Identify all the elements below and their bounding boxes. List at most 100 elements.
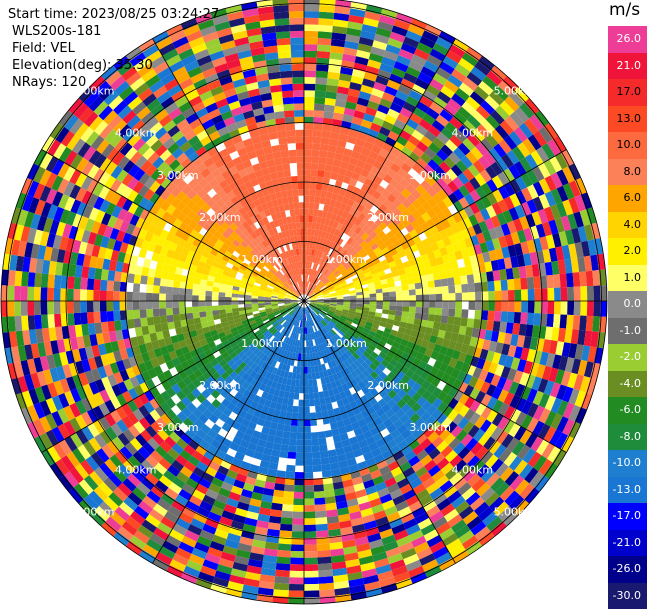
velocity-gate	[467, 114, 481, 129]
velocity-gate	[544, 191, 557, 207]
velocity-gate	[458, 124, 472, 138]
velocity-gate	[519, 372, 530, 386]
velocity-gate	[407, 24, 425, 37]
velocity-gate	[291, 412, 299, 420]
velocity-gate	[466, 364, 477, 377]
velocity-gate	[462, 450, 476, 465]
velocity-gate	[531, 376, 543, 391]
velocity-gate	[564, 258, 573, 274]
velocity-gate	[410, 264, 419, 273]
velocity-gate	[382, 287, 390, 293]
velocity-gate	[552, 314, 561, 328]
velocity-gate	[365, 347, 374, 355]
velocity-gate	[334, 0, 352, 9]
velocity-gate	[325, 281, 332, 287]
velocity-gate	[313, 249, 318, 257]
velocity-gate	[334, 286, 342, 291]
velocity-gate	[475, 291, 482, 301]
velocity-gate	[346, 237, 354, 245]
velocity-gate	[421, 390, 432, 401]
velocity-gate	[400, 146, 413, 158]
velocity-gate	[481, 301, 489, 311]
velocity-gate	[316, 293, 323, 297]
velocity-gate	[375, 184, 386, 195]
velocity-gate	[348, 207, 357, 216]
velocity-gate	[335, 288, 343, 293]
velocity-gate	[356, 294, 364, 299]
velocity-gate	[304, 504, 316, 512]
velocity-gate	[479, 419, 492, 433]
velocity-gate	[467, 455, 481, 469]
velocity-gate	[321, 319, 328, 326]
velocity-gate	[415, 301, 423, 308]
velocity-gate	[490, 259, 500, 272]
velocity-gate	[552, 274, 561, 288]
velocity-gate	[349, 324, 357, 331]
velocity-gate	[304, 63, 317, 71]
velocity-gate	[310, 295, 317, 299]
velocity-gate	[456, 333, 466, 344]
velocity-gate	[395, 290, 403, 297]
velocity-gate	[332, 315, 340, 321]
velocity-gate	[348, 14, 365, 24]
velocity-gate	[166, 279, 174, 288]
velocity-gate	[327, 311, 335, 316]
velocity-gate	[323, 295, 331, 298]
velocity-gate	[520, 277, 528, 290]
velocity-gate	[533, 130, 548, 147]
velocity-gate	[347, 312, 355, 318]
velocity-gate	[475, 186, 487, 199]
velocity-gate	[323, 111, 334, 119]
velocity-gate	[355, 268, 363, 275]
velocity-gate	[349, 305, 357, 310]
velocity-gate	[99, 301, 107, 312]
velocity-gate	[319, 237, 325, 245]
velocity-gate	[386, 168, 397, 179]
velocity-gate	[402, 301, 410, 307]
velocity-gate	[365, 106, 378, 117]
velocity-gate	[460, 433, 473, 447]
velocity-gate	[405, 66, 421, 78]
velocity-gate	[396, 113, 410, 125]
velocity-gate	[385, 323, 394, 330]
velocity-gate	[462, 119, 477, 134]
velocity-gate	[353, 317, 361, 323]
velocity-gate	[304, 458, 313, 466]
velocity-gate	[349, 81, 362, 92]
velocity-gate	[310, 176, 318, 184]
velocity-gate	[304, 83, 316, 91]
velocity-gate	[365, 4, 383, 15]
velocity-gate	[426, 54, 443, 68]
velocity-gate	[317, 169, 325, 178]
velocity-gate	[440, 372, 451, 384]
velocity-gate	[465, 326, 474, 337]
velocity-gate	[452, 268, 461, 278]
velocity-gate	[414, 282, 422, 290]
velocity-gate	[418, 345, 427, 355]
velocity-gate	[517, 142, 531, 158]
velocity-gate	[474, 309, 482, 320]
velocity-gate	[494, 225, 505, 238]
velocity-gate	[323, 204, 330, 212]
velocity-gate	[493, 85, 509, 101]
velocity-gate	[343, 305, 350, 309]
velocity-gate	[322, 307, 330, 311]
velocity-gate	[415, 406, 427, 418]
velocity-gate	[392, 384, 402, 395]
velocity-gate	[291, 524, 304, 532]
velocity-gate	[372, 160, 384, 170]
velocity-gate	[386, 318, 395, 325]
velocity-gate	[538, 126, 553, 144]
velocity-gate	[404, 140, 417, 152]
velocity-gate	[314, 289, 321, 294]
velocity-gate	[574, 194, 586, 212]
velocity-gate	[395, 12, 413, 25]
velocity-gate	[447, 397, 459, 410]
velocity-gate	[577, 359, 588, 377]
velocity-gate	[304, 583, 320, 591]
velocity-gate	[317, 301, 324, 304]
velocity-gate	[511, 440, 525, 456]
velocity-gate	[326, 211, 333, 220]
velocity-gate	[400, 188, 412, 199]
velocity-gate	[450, 260, 459, 270]
